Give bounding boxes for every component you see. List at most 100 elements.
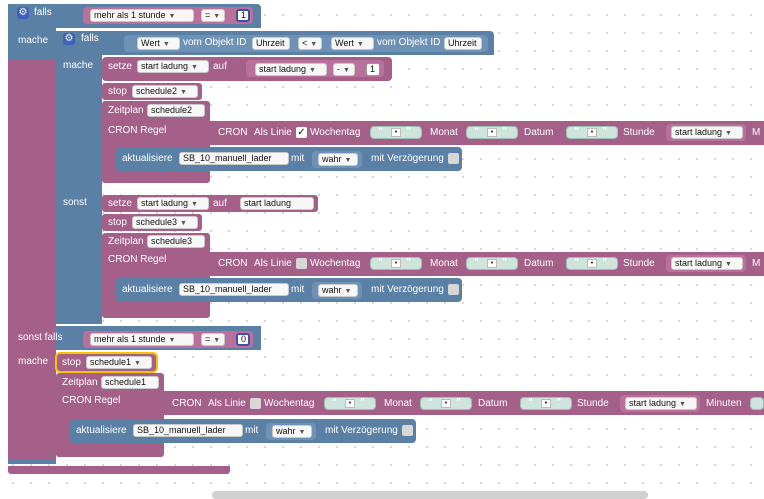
kw-falls: falls — [34, 7, 52, 18]
wert-dropdown[interactable]: Wert ▼ — [137, 37, 180, 50]
string-value-box[interactable]: • — [391, 128, 401, 137]
kw-falls-inner: falls — [81, 33, 99, 44]
op-label: - — [337, 64, 340, 74]
kw-cron: CRON — [218, 127, 248, 138]
op-label: = — [205, 10, 211, 20]
kw-monat: Monat — [430, 127, 458, 138]
kw-m-cut: M — [752, 127, 761, 138]
string-value-box[interactable]: • — [487, 128, 497, 137]
var-start-ladung[interactable]: start ladung ▼ — [255, 63, 327, 76]
kw-als-linie: Als Linie — [254, 258, 292, 269]
string-value-box[interactable]: • — [391, 259, 401, 268]
wahr-label: wahr — [276, 426, 296, 436]
close-quote: ” — [360, 397, 365, 408]
delay-checkbox[interactable] — [448, 284, 459, 295]
gear-icon[interactable]: ⚙ — [63, 33, 75, 45]
object-id-field[interactable]: SB_10_manuell_lader — [179, 152, 289, 165]
string-value-box[interactable]: • — [345, 399, 355, 408]
open-quote: “ — [574, 257, 579, 268]
update-block[interactable] — [70, 419, 416, 443]
kw-zeitplan: Zeitplan — [62, 377, 98, 388]
var-start-ladung[interactable]: start ladung ▼ — [671, 257, 743, 270]
var-start-ladung[interactable]: start ladung ▼ — [671, 126, 743, 139]
wert-dropdown[interactable]: Wert ▼ — [331, 37, 374, 50]
object-id-field[interactable]: SB_10_manuell_lader — [179, 283, 289, 296]
if-block-inner-footer — [56, 316, 96, 324]
close-quote: ” — [406, 126, 411, 137]
kw-aktualisiere: aktualisiere — [122, 153, 173, 164]
op-minus-dropdown[interactable]: - ▼ — [333, 63, 355, 76]
string-value-box[interactable]: • — [541, 399, 551, 408]
kw-stop: stop — [62, 357, 81, 368]
var-start-ladung[interactable]: start ladung ▼ — [137, 60, 209, 73]
schedule-block-footer — [56, 449, 136, 457]
uhrzeit-field[interactable]: Uhrzeit — [444, 37, 482, 50]
number-label: 1 — [241, 10, 247, 20]
number-1-input[interactable]: 1 — [236, 9, 250, 22]
minuten-string-cut[interactable] — [750, 397, 764, 410]
update-block[interactable] — [116, 278, 462, 302]
kw-als-linie: Als Linie — [208, 398, 246, 409]
wahr-dropdown[interactable]: wahr ▼ — [318, 284, 358, 297]
kw-mit: mit — [291, 153, 305, 164]
var-mehr-als-1-stunde[interactable]: mehr als 1 stunde ▼ — [90, 333, 194, 346]
number-1-input[interactable]: 1 — [366, 63, 380, 76]
als-linie-checkbox[interactable]: ✓ — [296, 127, 307, 138]
number-label: 1 — [370, 64, 376, 74]
wahr-dropdown[interactable]: wahr ▼ — [318, 153, 358, 166]
open-quote: “ — [428, 397, 433, 408]
var-schedule3[interactable]: schedule3 ▼ — [132, 216, 198, 229]
var-mehr-als-1-stunde[interactable]: mehr als 1 stunde ▼ — [90, 9, 194, 22]
var-label: schedule3 — [136, 217, 178, 227]
object-label: SB_10_manuell_lader — [183, 284, 272, 294]
wahr-dropdown[interactable]: wahr ▼ — [272, 425, 312, 438]
kw-sonst: sonst — [63, 197, 87, 208]
schedule-name-field[interactable]: schedule2 — [147, 104, 205, 117]
update-block[interactable] — [116, 147, 462, 171]
var-start-ladung[interactable]: start ladung — [240, 197, 314, 210]
schedule-block-footer — [102, 308, 182, 316]
schedule-name-field[interactable]: schedule1 — [101, 376, 159, 389]
als-linie-checkbox[interactable] — [250, 398, 261, 409]
kw-sonst-falls: sonst falls — [18, 332, 63, 343]
kw-mache-sonstfalls: mache — [18, 356, 49, 367]
close-quote: ” — [406, 257, 411, 268]
string-value-box[interactable]: • — [487, 259, 497, 268]
gear-icon[interactable]: ⚙ — [17, 7, 29, 19]
op-lt-dropdown[interactable]: < ▼ — [298, 37, 322, 50]
close-quote: ” — [602, 257, 607, 268]
kw-monat: Monat — [384, 398, 412, 409]
kw-mache-inner: mache — [63, 60, 94, 71]
outer-stack-footer — [8, 466, 230, 474]
wahr-label: wahr — [322, 285, 342, 295]
kw-mit-verzoegerung: mit Verzögerung — [325, 425, 398, 436]
var-start-ladung[interactable]: start ladung ▼ — [625, 397, 697, 410]
kw-aktualisiere: aktualisiere — [76, 425, 127, 436]
schedule-label: schedule2 — [151, 105, 193, 115]
kw-stunde: Stunde — [577, 398, 609, 409]
kw-mit: mit — [245, 425, 259, 436]
delay-checkbox[interactable] — [448, 153, 459, 164]
var-label: start ladung — [629, 398, 677, 408]
uhrzeit-field[interactable]: Uhrzeit — [252, 37, 290, 50]
als-linie-checkbox[interactable] — [296, 258, 307, 269]
close-quote: ” — [502, 257, 507, 268]
string-value-box[interactable]: • — [587, 128, 597, 137]
kw-mit: mit — [291, 284, 305, 295]
var-start-ladung[interactable]: start ladung ▼ — [137, 197, 209, 210]
object-id-field[interactable]: SB_10_manuell_lader — [133, 424, 243, 437]
horizontal-scrollbar[interactable] — [212, 491, 648, 499]
outer-stack-bg — [8, 59, 56, 459]
number-0-input[interactable]: 0 — [236, 333, 250, 346]
kw-stunde: Stunde — [623, 127, 655, 138]
op-eq-dropdown[interactable]: = ▼ — [201, 9, 225, 22]
string-value-box[interactable]: • — [441, 399, 451, 408]
var-schedule1[interactable]: schedule1 ▼ — [86, 356, 152, 369]
var-label: start ladung — [141, 198, 189, 208]
var-label: start ladung — [675, 127, 723, 137]
delay-checkbox[interactable] — [402, 425, 413, 436]
var-schedule2[interactable]: schedule2 ▼ — [132, 85, 198, 98]
string-value-box[interactable]: • — [587, 259, 597, 268]
schedule-name-field[interactable]: schedule3 — [147, 235, 205, 248]
op-eq-dropdown[interactable]: = ▼ — [201, 333, 225, 346]
